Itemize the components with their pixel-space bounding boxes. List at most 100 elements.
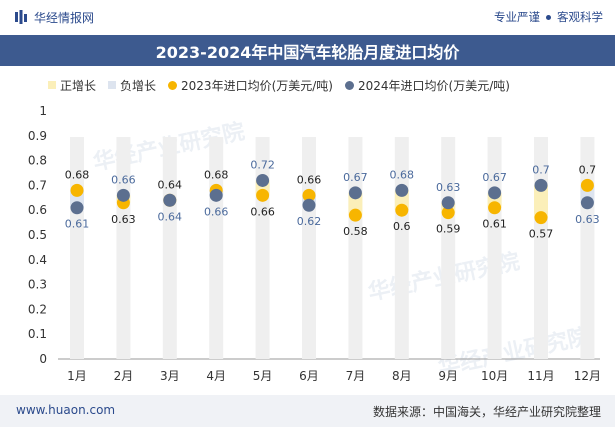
footer-url[interactable]: www.huaon.com <box>16 403 116 417</box>
legend-item-negative: 负增长 <box>108 77 156 94</box>
positive-change-bar <box>534 185 548 218</box>
data-label-2023: 0.59 <box>436 223 461 236</box>
point-2024 <box>163 193 177 207</box>
column-background <box>441 137 456 359</box>
watermark-2: 华经产业研究院 <box>436 323 592 380</box>
x-tick-label: 12月 <box>574 369 601 383</box>
data-label-2023: 0.7 <box>579 163 597 176</box>
column-background <box>162 137 177 359</box>
y-tick-label: 0.3 <box>28 278 47 292</box>
data-label-2024: 0.63 <box>436 181 461 194</box>
y-tick-label: 0.6 <box>28 203 47 217</box>
x-tick-label: 6月 <box>299 369 319 383</box>
dot-icon <box>546 14 551 20</box>
data-label-2024: 0.67 <box>482 171 507 184</box>
legend-swatch-positive <box>48 81 56 89</box>
legend-swatch-negative <box>108 81 117 89</box>
data-label-2024: 0.72 <box>250 158 275 171</box>
tagline-right: 客观科学 <box>557 10 603 24</box>
data-label-2023: 0.57 <box>529 228 554 241</box>
data-label-2024: 0.64 <box>158 210 183 223</box>
legend-label-2024: 2024年进口均价(万美元/吨) <box>357 78 510 93</box>
data-label-2024: 0.7 <box>532 163 550 176</box>
data-label-2023: 0.66 <box>250 205 275 218</box>
legend-item-positive: 正增长 <box>48 77 96 94</box>
point-2024 <box>441 196 455 210</box>
top-bar: 华经情报网 专业严谨 客观科学 <box>0 0 615 34</box>
point-2024 <box>580 196 594 210</box>
x-tick-label: 2月 <box>114 369 134 383</box>
data-label-2023: 0.68 <box>65 168 90 181</box>
data-label-2023: 0.66 <box>297 173 322 186</box>
y-tick-label: 1 <box>39 104 47 118</box>
data-label-2023: 0.58 <box>343 225 368 238</box>
point-2024 <box>348 186 362 200</box>
x-tick-label: 1月 <box>67 369 87 383</box>
y-tick-label: 0.2 <box>28 302 47 316</box>
data-label-2023: 0.64 <box>158 178 183 191</box>
brand-logo-icon <box>15 10 27 24</box>
tagline-left: 专业严谨 <box>494 10 540 24</box>
point-2024 <box>302 198 316 212</box>
data-label-2023: 0.63 <box>111 213 136 226</box>
point-2024 <box>116 188 130 202</box>
tagline: 专业严谨 客观科学 <box>494 9 603 25</box>
chart-area: 华经产业研究院华经产业研究院华经产业研究院00.10.20.30.40.50.6… <box>28 104 601 383</box>
point-2024 <box>395 183 409 197</box>
y-tick-label: 0.7 <box>28 178 47 192</box>
legend-label-negative: 负增长 <box>120 78 157 93</box>
data-label-2024: 0.68 <box>390 168 415 181</box>
x-tick-label: 9月 <box>438 369 458 383</box>
data-label-2024: 0.66 <box>204 205 229 218</box>
positive-change-bar <box>348 192 363 216</box>
y-tick-label: 0.9 <box>28 129 47 143</box>
footer: www.huaon.com 数据来源：中国海关，华经产业研究院整理 <box>0 395 615 427</box>
x-tick-label: 7月 <box>346 369 366 383</box>
point-2024 <box>534 178 548 192</box>
column-background <box>302 137 316 359</box>
brand: 华经情报网 <box>14 8 94 26</box>
point-2023 <box>534 211 548 225</box>
point-2023 <box>256 188 270 202</box>
point-2023 <box>488 201 502 215</box>
x-tick-label: 8月 <box>392 369 412 383</box>
x-tick-label: 4月 <box>206 369 226 383</box>
point-2023 <box>395 203 409 217</box>
point-2024 <box>209 188 223 202</box>
point-2023 <box>70 183 84 197</box>
y-tick-label: 0 <box>39 352 47 366</box>
point-2024 <box>488 186 502 200</box>
legend-label-2023: 2023年进口均价(万美元/吨) <box>181 78 333 93</box>
x-tick-label: 5月 <box>253 369 273 383</box>
data-label-2024: 0.62 <box>297 215 322 228</box>
legend-marker-2024 <box>344 80 354 90</box>
data-label-2023: 0.68 <box>204 168 229 181</box>
x-tick-label: 11月 <box>527 369 554 383</box>
point-2024 <box>256 173 270 187</box>
point-2023 <box>348 208 362 222</box>
chart-title: 2023-2024年中国汽车轮胎月度进口均价 <box>0 35 615 66</box>
column-background <box>116 137 131 359</box>
data-label-2023: 0.6 <box>393 220 411 233</box>
y-tick-label: 0.4 <box>28 253 47 267</box>
y-tick-label: 0.5 <box>28 228 47 242</box>
point-2024 <box>70 201 84 215</box>
data-label-2023: 0.61 <box>482 218 507 231</box>
legend-label-positive: 正增长 <box>60 78 97 93</box>
legend: 正增长 负增长 2023年进口均价(万美元/吨) 2024年进口均价(万美元/吨… <box>48 76 522 94</box>
legend-item-2024: 2024年进口均价(万美元/吨) <box>344 77 510 94</box>
point-2023 <box>302 188 316 202</box>
y-tick-label: 0.1 <box>28 327 47 341</box>
data-label-2024: 0.67 <box>343 171 368 184</box>
data-label-2024: 0.66 <box>111 173 136 186</box>
legend-marker-2023 <box>168 80 178 90</box>
x-tick-label: 10月 <box>481 369 508 383</box>
footer-source: 数据来源：中国海关，华经产业研究院整理 <box>372 405 601 419</box>
data-label-2024: 0.63 <box>575 213 600 226</box>
data-label-2024: 0.61 <box>65 218 90 231</box>
point-2023 <box>580 178 594 192</box>
legend-item-2023: 2023年进口均价(万美元/吨) <box>168 77 333 94</box>
brand-name: 华经情报网 <box>34 10 95 25</box>
x-tick-label: 3月 <box>160 369 180 383</box>
point-2023 <box>441 206 455 220</box>
